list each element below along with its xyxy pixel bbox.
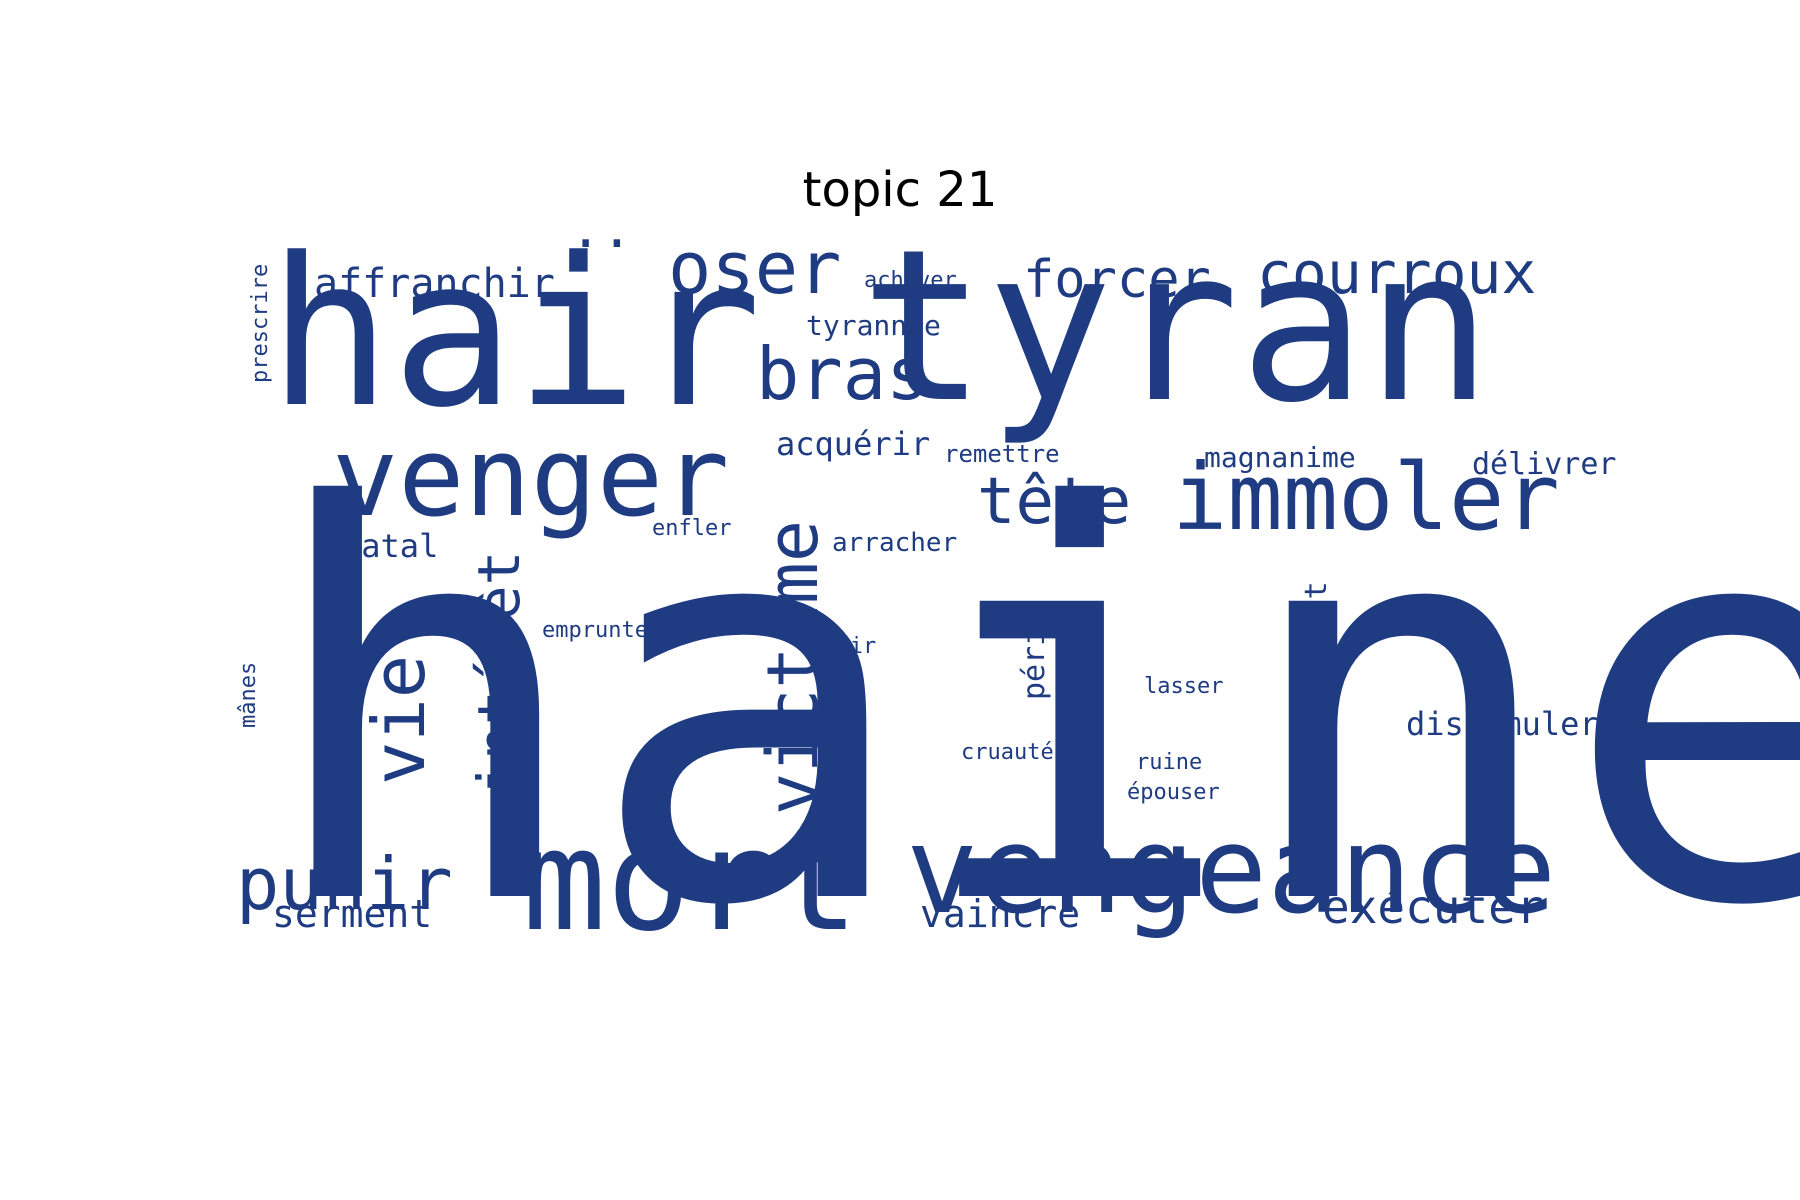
word-cloud-word: tyrannie (806, 309, 941, 342)
word-cloud-word: tête (977, 465, 1132, 539)
word-cloud-word: délivrer (1472, 447, 1617, 482)
word-cloud-word: ressentiment (1299, 581, 1334, 798)
word-cloud-word: vengeance (906, 802, 1557, 941)
word-cloud-word: cruauté (961, 740, 1054, 765)
word-cloud-word: victime (752, 519, 834, 815)
word-cloud-word: enfler (652, 516, 732, 541)
word-cloud-word: péril (1017, 609, 1052, 700)
word-cloud-word: bras (756, 332, 930, 416)
word-cloud-word: épouser (1127, 780, 1220, 805)
word-cloud-word: oser (668, 226, 842, 310)
word-cloud-word: affranchir (314, 261, 555, 307)
word-cloud-word: fatal (342, 527, 439, 565)
word-cloud-word: ruine (1136, 750, 1203, 775)
word-cloud-word: mânes (236, 661, 261, 728)
word-cloud-word: tyran (860, 204, 1493, 449)
word-cloud-word: magnanime (1204, 441, 1356, 474)
word-cloud-word: courroux (1257, 239, 1537, 307)
word-cloud-word: remettre (944, 440, 1060, 468)
word-cloud-word: vie (357, 654, 441, 785)
word-cloud-word: forcer (1023, 250, 1211, 310)
word-cloud-word: haine (262, 396, 1800, 1024)
word-cloud-word: acquérir (776, 425, 931, 463)
word-cloud-word: intérêt (465, 550, 533, 795)
word-cloud-word: lasser (1144, 674, 1224, 699)
word-cloud-word: .. (570, 200, 633, 260)
word-cloud-word: venger (332, 413, 730, 541)
word-cloud-word: vaincre (920, 892, 1081, 936)
word-cloud-word: obéir (810, 634, 877, 659)
word-cloud-word: serment (272, 892, 433, 936)
word-cloud-word: dissimuler (1406, 705, 1599, 743)
word-cloud-word: exécuter (1322, 880, 1544, 934)
word-cloud-word: hair (268, 215, 762, 453)
word-cloud-word: achever (864, 268, 957, 293)
chart-title: topic 21 (802, 162, 998, 218)
word-cloud-word: immoler (1172, 444, 1560, 551)
word-cloud-word: mort (522, 800, 860, 963)
word-cloud-word: punir (236, 842, 453, 926)
word-cloud-word: emprunter (542, 618, 662, 643)
word-cloud-word: arracher (832, 528, 958, 558)
word-cloud-word: prescrire (248, 263, 273, 383)
